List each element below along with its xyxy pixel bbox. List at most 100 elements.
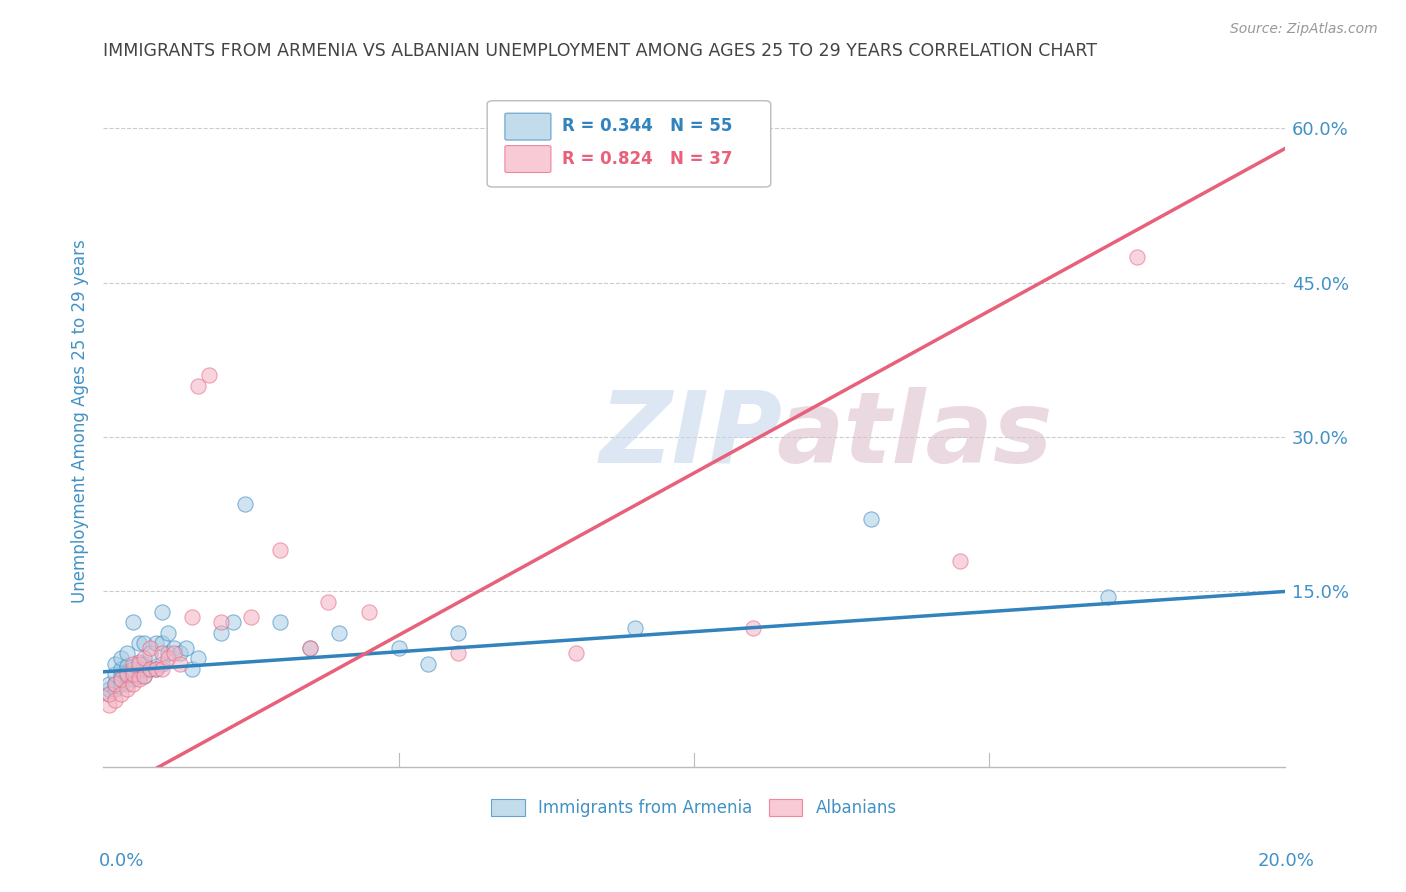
Point [134,669,156,683]
Point [157,646,180,660]
Point [110,688,132,702]
Point [742,621,765,635]
Point [209,615,232,630]
Text: 20.0%: 20.0% [1258,852,1315,870]
Point [1126,250,1149,264]
Text: R = 0.344   N = 55: R = 0.344 N = 55 [561,117,733,136]
Point [163,646,186,660]
Point [233,497,256,511]
Point [150,662,173,676]
Point [98,688,121,702]
Point [110,677,132,691]
Point [128,636,150,650]
Point [110,672,132,686]
Point [104,657,127,671]
Point [150,646,173,660]
Point [115,646,138,660]
Point [174,641,197,656]
Point [180,610,202,624]
Point [157,625,180,640]
Point [1097,590,1119,604]
Point [134,651,156,665]
Point [121,672,143,686]
Point [180,662,202,676]
Legend: Immigrants from Armenia, Albanians: Immigrants from Armenia, Albanians [485,792,903,824]
Point [163,641,186,656]
Point [121,615,143,630]
Point [328,625,350,640]
Point [128,669,150,683]
Y-axis label: Unemployment Among Ages 25 to 29 years: Unemployment Among Ages 25 to 29 years [72,240,89,604]
Point [269,615,291,630]
Point [128,657,150,671]
Point [115,669,138,683]
Point [139,646,162,660]
Text: Source: ZipAtlas.com: Source: ZipAtlas.com [1230,22,1378,37]
Point [139,641,162,656]
Point [187,651,209,665]
Point [134,662,156,676]
Point [104,682,127,697]
Point [134,669,156,683]
Point [446,625,468,640]
Point [115,666,138,681]
Point [565,646,588,660]
Point [115,658,138,673]
Point [145,662,167,676]
FancyBboxPatch shape [505,145,551,172]
FancyBboxPatch shape [505,113,551,140]
Point [104,677,127,691]
Point [222,615,245,630]
Point [150,605,173,619]
Point [104,666,127,681]
Point [269,543,291,558]
Point [128,662,150,676]
Point [387,641,409,656]
Point [104,677,127,691]
Point [134,657,156,671]
Point [209,625,232,640]
Point [298,641,321,656]
Point [416,657,439,671]
Text: IMMIGRANTS FROM ARMENIA VS ALBANIAN UNEMPLOYMENT AMONG AGES 25 TO 29 YEARS CORRE: IMMIGRANTS FROM ARMENIA VS ALBANIAN UNEM… [103,42,1097,60]
Point [98,682,121,697]
Point [110,651,132,665]
Point [157,651,180,665]
Text: ZIP: ZIP [599,387,782,483]
Point [121,666,143,681]
Point [115,682,138,697]
Text: atlas: atlas [776,387,1053,483]
Point [145,662,167,676]
Point [949,553,972,567]
Point [298,641,321,656]
Point [121,657,143,671]
Point [316,595,339,609]
Point [110,672,132,686]
Point [624,621,647,635]
FancyBboxPatch shape [486,101,770,187]
Point [110,662,132,676]
Text: R = 0.824   N = 37: R = 0.824 N = 37 [561,150,733,168]
Point [198,368,221,383]
Point [121,666,143,681]
Point [860,512,883,526]
Point [446,646,468,660]
Point [98,698,121,712]
Point [98,688,121,702]
Point [128,672,150,686]
Text: 0.0%: 0.0% [98,852,143,870]
Point [239,610,262,624]
Point [169,657,191,671]
Point [98,677,121,691]
Point [145,636,167,650]
Point [115,665,138,679]
Point [150,657,173,671]
Point [121,662,143,676]
Point [187,378,209,392]
Point [115,677,138,691]
Point [150,636,173,650]
Point [139,662,162,676]
Point [104,692,127,706]
Point [134,636,156,650]
Point [139,662,162,676]
